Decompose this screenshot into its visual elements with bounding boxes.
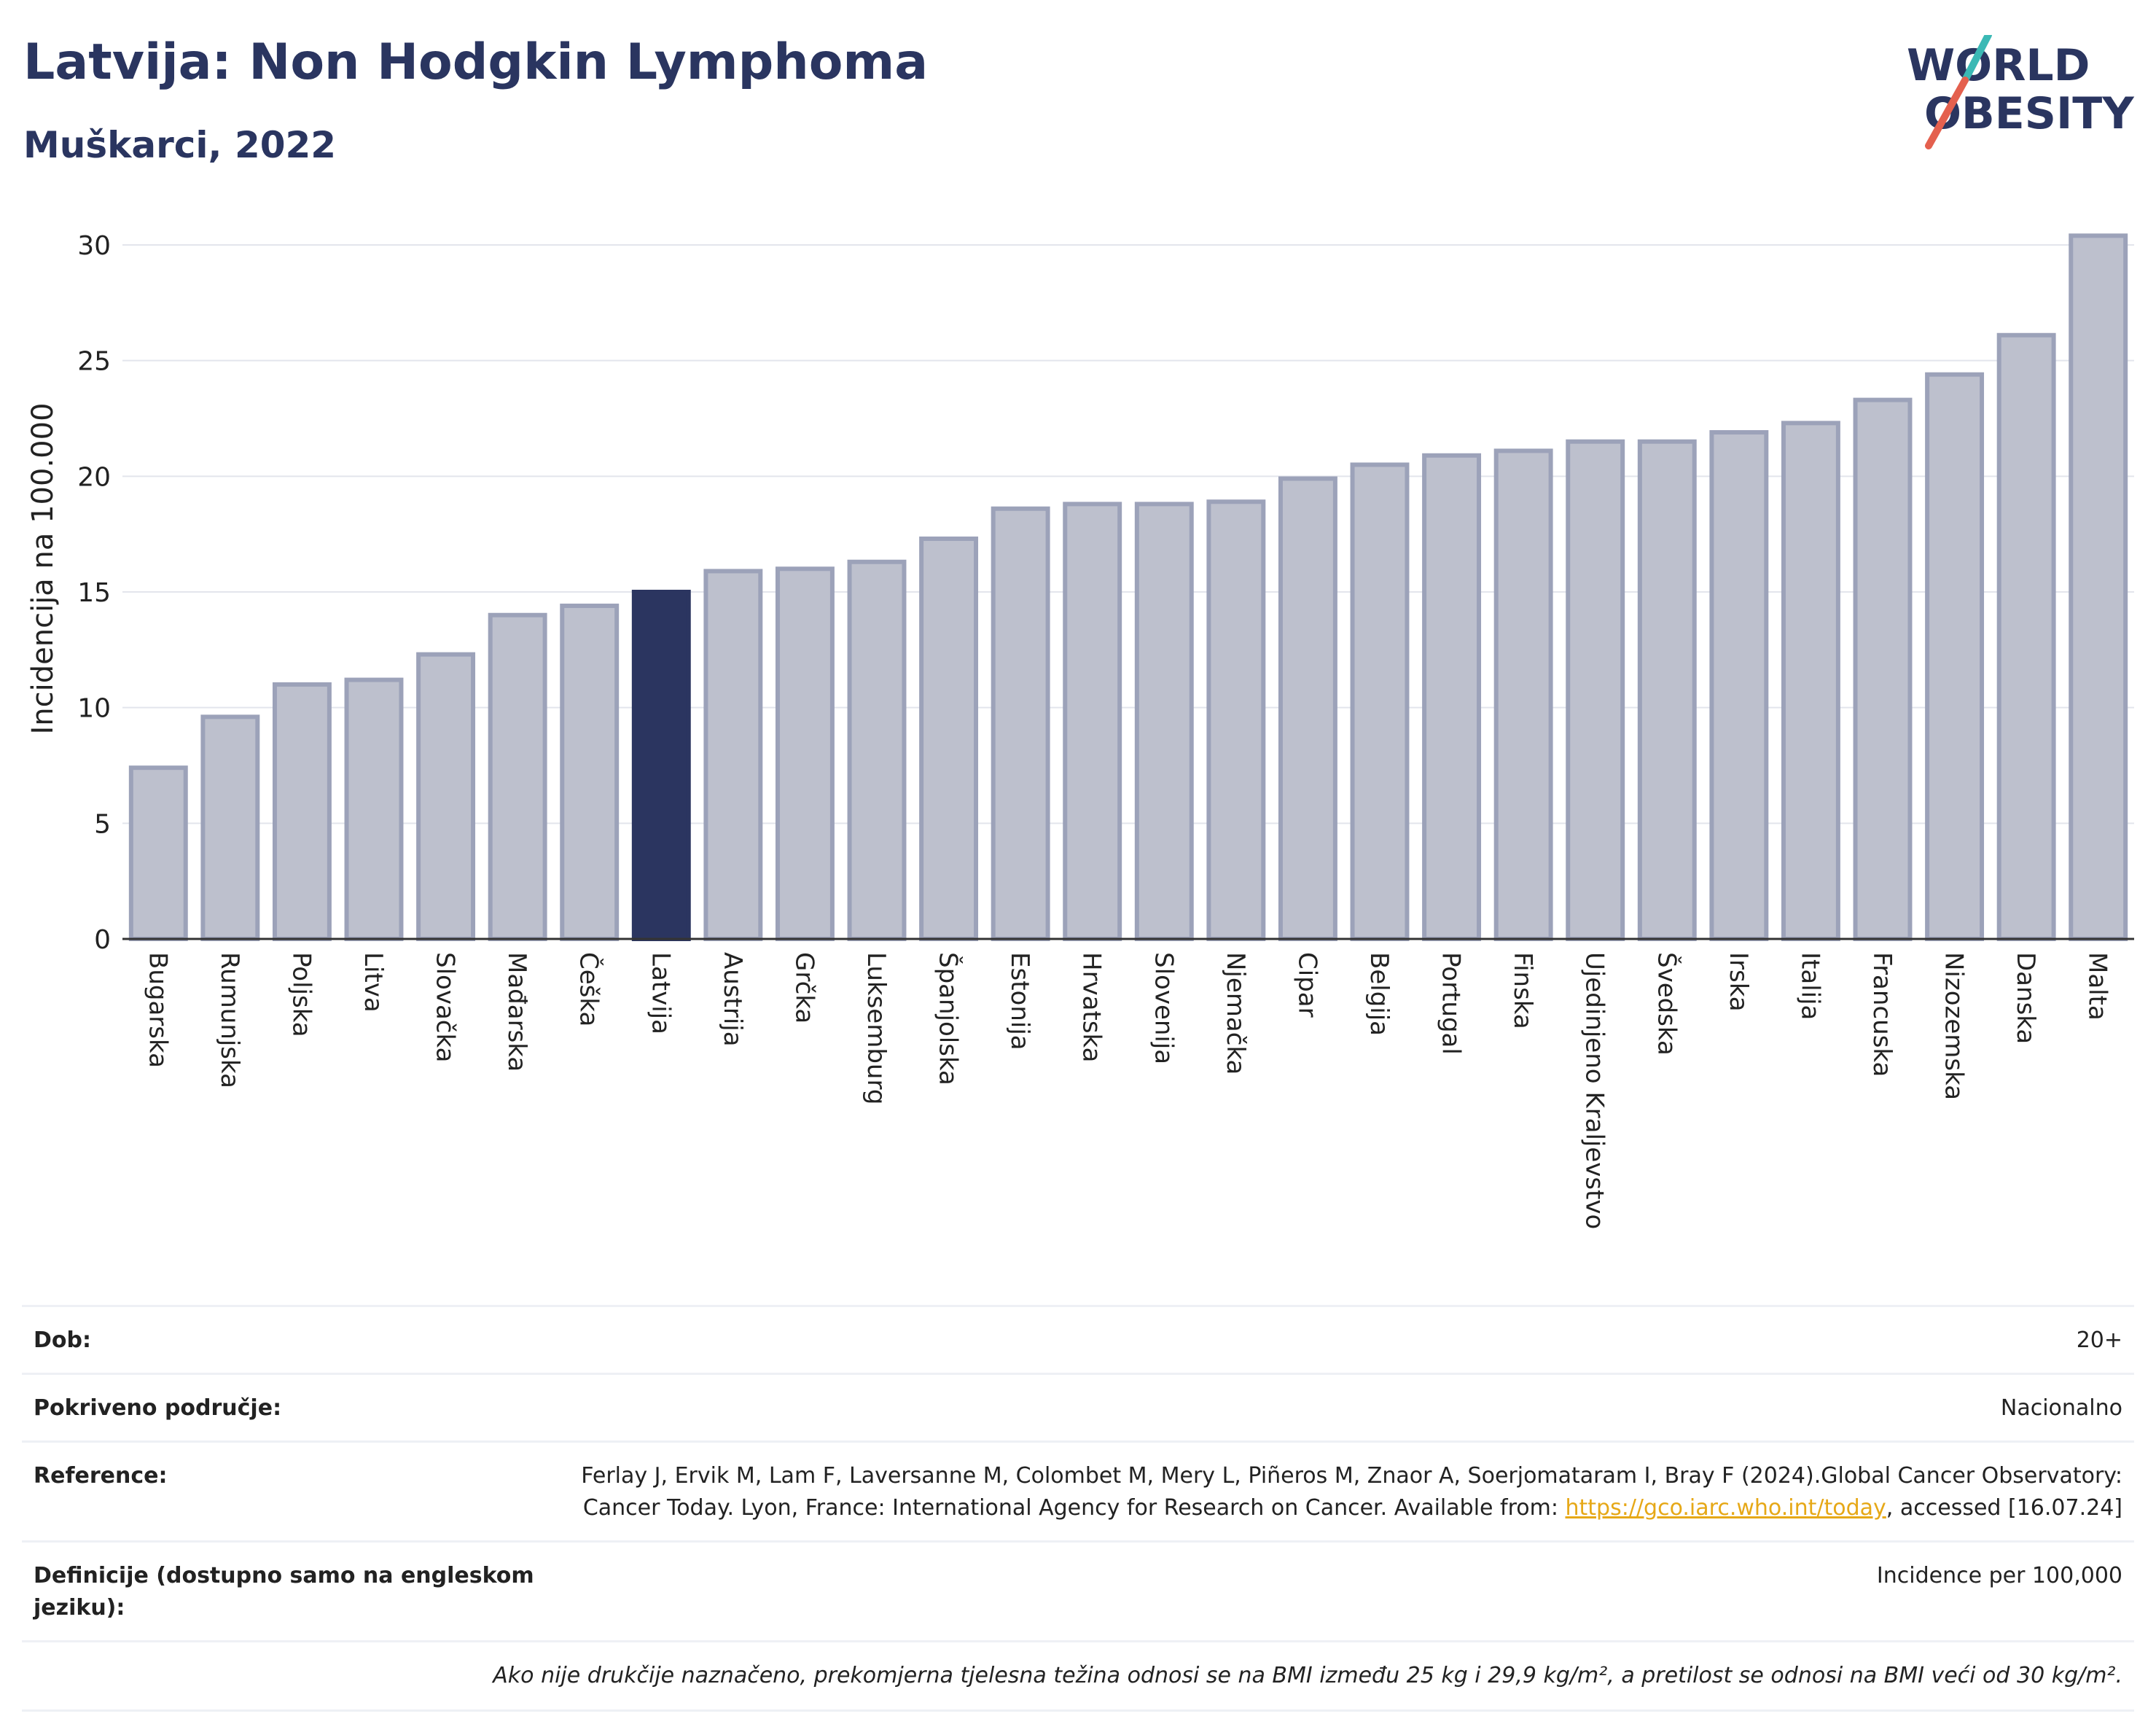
x-tick-label: Francuska: [1867, 952, 1897, 1077]
bar-litva: [344, 677, 404, 941]
x-tick-label: Latvija: [646, 952, 675, 1034]
bar-švedska: [1637, 439, 1697, 941]
bmi-note: Ako nije drukčije naznačeno, prekomjerna…: [22, 1640, 2134, 1712]
x-tick-label: Njemačka: [1221, 952, 1250, 1075]
x-tick-label: Ujedinjeno Kraljevstvo: [1580, 952, 1609, 1229]
bar-češka: [560, 604, 620, 941]
x-tick-label: Grčka: [789, 952, 819, 1024]
y-tick-label: 25: [77, 347, 111, 377]
x-tick-label: Bugarska: [143, 952, 172, 1068]
bars: [128, 233, 2128, 942]
x-tick-label: Slovačka: [431, 952, 460, 1062]
bar-ujedinjeno-kraljevstvo: [1566, 439, 1625, 941]
x-tick-label: Litva: [359, 952, 388, 1013]
info-row-definitions: Definicije (dostupno samo na engleskom j…: [22, 1540, 2134, 1640]
age-label: Dob:: [34, 1327, 91, 1353]
bar-portugal: [1422, 453, 1482, 941]
y-tick-label: 10: [77, 694, 111, 724]
bar-luksemburg: [847, 559, 907, 941]
logo-slash-teal: [1961, 35, 1992, 84]
reference-label: Reference:: [34, 1463, 168, 1489]
info-row-reference: Reference: Ferlay J, Ervik M, Lam F, Lav…: [22, 1440, 2134, 1540]
bar-finska: [1493, 448, 1553, 941]
x-tick-label: Danska: [2011, 952, 2040, 1044]
bar-austrija: [703, 569, 763, 941]
x-tick-label: Švedska: [1652, 952, 1682, 1056]
world-obesity-logo: WORLD OBESITY: [1907, 35, 2135, 149]
x-tick-label: Nizozemska: [1940, 952, 1969, 1100]
info-table: Dob: 20+ Pokriveno područje: Nacionalno …: [22, 1305, 2134, 1712]
page-title: Latvija: Non Hodgkin Lymphoma: [23, 34, 929, 91]
bar-nizozemska: [1925, 372, 1985, 941]
x-tick-label: Poljska: [286, 952, 316, 1037]
bar-danska: [1996, 332, 2056, 941]
x-tick-label: Malta: [2083, 952, 2112, 1021]
bar-poljska: [272, 682, 332, 942]
info-row-age: Dob: 20+: [22, 1305, 2134, 1373]
x-tick-label: Slovenija: [1149, 952, 1178, 1064]
y-tick-label: 30: [77, 231, 111, 261]
x-tick-label: Italija: [1795, 952, 1824, 1020]
bar-malta: [2069, 233, 2128, 942]
bar-estonija: [991, 506, 1050, 941]
y-tick-labels: 0 5 10 15 20 25 30: [77, 231, 111, 955]
page-subtitle: Muškarci, 2022: [23, 124, 337, 166]
definitions-label: Definicije (dostupno samo na engleskom j…: [34, 1563, 534, 1621]
coverage-value: Nacionalno: [2000, 1395, 2122, 1421]
y-tick-label: 15: [77, 578, 111, 608]
bar-njemačka: [1206, 499, 1266, 941]
bar-mađarska: [488, 612, 547, 941]
reference-value: Ferlay J, Ervik M, Lam F, Laversanne M, …: [555, 1460, 2122, 1524]
x-tick-label: Finska: [1508, 952, 1537, 1029]
reference-text: Ferlay J, Ervik M, Lam F, Laversanne M, …: [581, 1463, 2122, 1521]
reference-link[interactable]: https://gco.iarc.who.int/today: [1565, 1495, 1886, 1521]
x-tick-label: Estonija: [1005, 952, 1034, 1050]
x-tick-label: Cipar: [1292, 952, 1321, 1018]
x-tick-label: Hrvatska: [1077, 952, 1106, 1062]
x-tick-label: Irska: [1724, 952, 1753, 1012]
x-tick-label: Belgija: [1364, 952, 1394, 1036]
bar-irska: [1709, 430, 1769, 941]
coverage-label: Pokriveno područje:: [34, 1395, 282, 1421]
bar-slovačka: [416, 652, 476, 941]
logo-line1: WORLD: [1907, 40, 2090, 91]
y-tick-label: 20: [77, 462, 111, 492]
age-value: 20+: [2076, 1327, 2122, 1353]
bar-hrvatska: [1063, 502, 1122, 941]
x-tick-label: Mađarska: [502, 952, 531, 1072]
x-tick-label: Španjolska: [934, 952, 964, 1085]
y-tick-label: 5: [94, 809, 111, 839]
x-tick-label: Portugal: [1437, 952, 1466, 1055]
bar-španjolska: [919, 537, 979, 941]
bar-cipar: [1278, 476, 1337, 941]
bar-latvija: [631, 590, 691, 941]
bar-italija: [1781, 421, 1840, 941]
x-tick-label: Rumunjska: [215, 952, 244, 1088]
logo-slash-red: [1925, 77, 1969, 149]
y-axis-label: Incidencija na 100.000: [26, 402, 60, 734]
bar-grčka: [775, 566, 835, 941]
definitions-value: Incidence per 100,000: [1876, 1563, 2122, 1588]
bar-rumunjska: [200, 714, 260, 941]
bar-francuska: [1853, 397, 1913, 941]
bar-slovenija: [1134, 502, 1194, 941]
x-tick-label: Češka: [574, 952, 604, 1026]
bar-bugarska: [128, 765, 188, 941]
x-tick-labels: Bugarska Rumunjska Poljska Litva Slovačka Mađ…: [143, 952, 2112, 1229]
y-tick-label: 0: [94, 925, 111, 955]
bar-chart: 0 5 10 15 20 25 30 Bugarska Rumunjska Poljska Lit…: [26, 231, 2134, 1229]
x-tick-label: Austrija: [718, 952, 747, 1047]
info-row-coverage: Pokriveno područje: Nacionalno: [22, 1373, 2134, 1440]
x-tick-label: Luksemburg: [862, 952, 891, 1104]
reference-suffix: , accessed [16.07.24]: [1886, 1495, 2122, 1521]
bar-belgija: [1350, 462, 1410, 941]
